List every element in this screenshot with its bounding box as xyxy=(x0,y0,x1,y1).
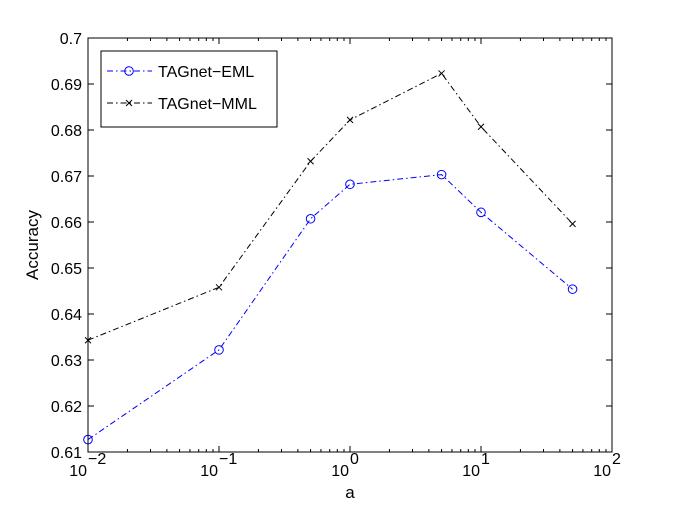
y-tick-label: 0.66 xyxy=(51,215,82,232)
y-tick-label: 0.65 xyxy=(51,261,82,278)
plot-area-frame xyxy=(87,37,613,453)
x-tick-label-base: 10 xyxy=(462,463,480,480)
legend-label-eml: TAGnet−EML xyxy=(158,64,254,81)
x-tick-label-exponent: 1 xyxy=(481,451,490,468)
data-point-stroke xyxy=(215,283,223,291)
data-point-0 xyxy=(345,179,355,190)
legend-marker-eml xyxy=(124,66,134,76)
y-tick-label: 0.68 xyxy=(51,123,82,140)
data-point-1 xyxy=(215,283,223,291)
y-axis-label: Accuracy xyxy=(23,210,42,280)
data-point-0 xyxy=(305,213,316,224)
data-point-0 xyxy=(436,169,447,180)
x-tick-label: 102 xyxy=(593,451,621,480)
x-tick-label-base: 10 xyxy=(593,463,611,480)
y-tick-label: 0.62 xyxy=(51,399,82,416)
x-tick-label-exponent: −1 xyxy=(219,451,237,468)
x-tick-label-exponent: 2 xyxy=(612,451,621,468)
y-tick-label: 0.61 xyxy=(51,445,82,462)
data-point-stroke xyxy=(477,123,485,131)
data-point-1 xyxy=(477,123,485,131)
legend-label-mml: TAGnet−MML xyxy=(158,96,257,113)
x-tick-label: 100 xyxy=(331,451,359,480)
x-tick-label: 10−2 xyxy=(69,451,106,480)
y-tick-label: 0.63 xyxy=(51,353,82,370)
y-tick-label: 0.67 xyxy=(51,169,82,186)
x-tick-label-base: 10 xyxy=(200,463,218,480)
x-axis-label: a xyxy=(345,483,355,502)
data-point-stroke xyxy=(569,220,576,228)
x-tick-label-base: 10 xyxy=(69,463,87,480)
series-line-0 xyxy=(87,174,573,441)
data-point-1 xyxy=(438,70,445,77)
x-tick-label: 10−1 xyxy=(200,451,237,480)
data-point-stroke xyxy=(346,116,354,124)
legend: TAGnet−EML TAGnet−MML xyxy=(100,50,278,128)
data-point-1 xyxy=(346,116,354,124)
data-point-0 xyxy=(214,345,224,355)
legend-box xyxy=(100,50,278,128)
series-layer xyxy=(83,70,578,445)
y-tick-label: 0.64 xyxy=(51,307,82,324)
x-tick-label-exponent: −2 xyxy=(88,451,106,468)
x-tick-label-base: 10 xyxy=(331,463,349,480)
y-tick-label: 0.7 xyxy=(60,31,82,48)
x-tick-label: 101 xyxy=(462,451,490,480)
legend-marker-mml xyxy=(125,99,133,107)
data-point-stroke xyxy=(307,157,314,165)
data-point-1 xyxy=(569,220,576,228)
y-tick-label: 0.69 xyxy=(51,77,82,94)
data-point-1 xyxy=(307,157,314,165)
data-point-0 xyxy=(567,284,578,294)
data-point-stroke xyxy=(438,70,445,77)
tick-layer: 0.61 0.62 0.63 0.64 0.65 0.66 0.67 0.68 0.69 0.7 1… xyxy=(51,31,621,480)
data-point-0 xyxy=(476,207,486,218)
x-tick-label-exponent: 0 xyxy=(350,451,359,468)
